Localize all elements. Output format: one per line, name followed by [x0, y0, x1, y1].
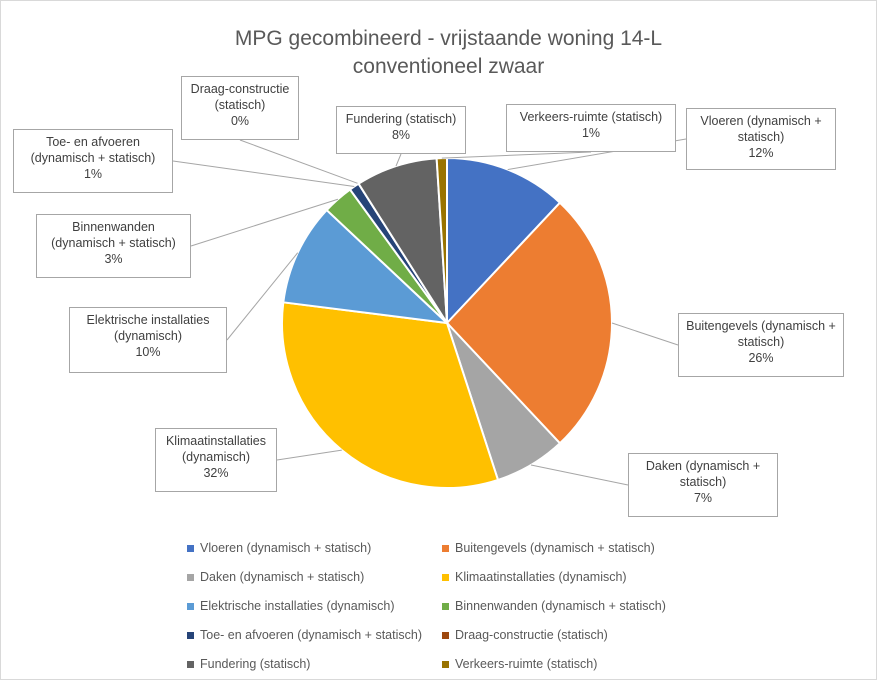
data-label: Draag-constructie (statisch) 0%: [181, 76, 299, 140]
data-label: Buitengevels (dynamisch + statisch) 26%: [678, 313, 844, 377]
chart-title: MPG gecombineerd - vrijstaande woning 14…: [234, 27, 663, 78]
legend-label: Vloeren (dynamisch + statisch): [200, 541, 372, 555]
leader-line: [276, 449, 342, 461]
data-label-value: 7%: [693, 491, 713, 505]
data-label-name: Binnenwanden (dynamisch + statisch): [51, 220, 176, 250]
legend-label: Draag-constructie (statisch): [455, 628, 608, 642]
leader-line: [395, 153, 402, 167]
pie-slice: [446, 156, 562, 326]
legend-entry: Draag-constructie (statisch): [442, 628, 608, 642]
legend-label: Toe- en afvoeren (dynamisch + statisch): [200, 628, 422, 642]
data-label-name: Vloeren (dynamisch + statisch): [700, 114, 822, 144]
data-label: Elektrische installaties (dynamisch) 10%: [69, 307, 227, 373]
data-label-name: Fundering (statisch): [345, 112, 457, 126]
legend-entry: Klimaatinstallaties (dynamisch): [442, 570, 627, 584]
legend-label: Buitengevels (dynamisch + statisch): [455, 541, 655, 555]
leader-line: [226, 252, 299, 341]
legend-entry: Verkeers-ruimte (statisch): [442, 657, 597, 671]
data-label-value: 26%: [748, 351, 774, 365]
data-label: Toe- en afvoeren (dynamisch + statisch) 1…: [13, 129, 173, 193]
legend-swatch: [187, 545, 194, 553]
data-label-value: 0%: [230, 114, 250, 128]
data-label-value: 1%: [83, 167, 103, 181]
data-label-value: 3%: [104, 252, 123, 266]
data-label-name: Elektrische installaties (dynamisch): [86, 313, 210, 343]
legend-swatch: [442, 574, 449, 582]
legend-swatch: [187, 603, 194, 611]
legend-swatch: [442, 603, 449, 611]
legend-label: Elektrische installaties (dynamisch): [200, 599, 395, 613]
data-label-value: 12%: [748, 146, 774, 160]
leader-line: [190, 198, 339, 247]
data-label-name: Buitengevels (dynamisch + statisch): [686, 319, 836, 349]
data-label-value: 32%: [203, 466, 229, 480]
legend-entry: Fundering (statisch): [187, 657, 310, 671]
pie-slice: [281, 301, 500, 489]
legend-entry: Toe- en afvoeren (dynamisch + statisch): [187, 628, 422, 642]
data-label: Fundering (statisch) 8%: [336, 106, 466, 154]
legend-swatch: [187, 661, 194, 669]
data-label: Verkeers-ruimte (statisch) 1%: [506, 104, 676, 152]
legend-label: Klimaatinstallaties (dynamisch): [455, 570, 627, 584]
legend-entry: Buitengevels (dynamisch + statisch): [442, 541, 655, 555]
legend-entry: Vloeren (dynamisch + statisch): [187, 541, 371, 555]
legend-entry: Elektrische installaties (dynamisch): [187, 599, 395, 613]
legend-swatch: [187, 632, 194, 640]
legend-swatch: [442, 545, 449, 553]
legend-label: Binnenwanden (dynamisch + statisch): [455, 599, 666, 613]
legend-swatch: [442, 661, 449, 669]
legend-label: Verkeers-ruimte (statisch): [455, 657, 598, 671]
leader-line: [530, 464, 629, 486]
data-label: Binnenwanden (dynamisch + statisch) 3%: [36, 214, 191, 278]
data-label: Daken (dynamisch + statisch) 7%: [628, 453, 778, 517]
data-label-name: Verkeers-ruimte (statisch): [519, 110, 663, 124]
legend-label: Daken (dynamisch + statisch): [200, 570, 365, 584]
leader-line: [441, 151, 592, 159]
leader-line: [172, 160, 355, 188]
leader-line: [239, 139, 359, 185]
data-label-value: 8%: [391, 128, 411, 142]
data-label-value: 1%: [581, 126, 601, 140]
legend-entry: Daken (dynamisch + statisch): [187, 570, 364, 584]
data-label-name: Klimaatinstallaties (dynamisch): [165, 434, 267, 464]
data-label: Vloeren (dynamisch + statisch) 12%: [686, 108, 836, 170]
legend-label: Fundering (statisch): [200, 657, 311, 671]
data-label-value: 10%: [135, 345, 161, 359]
pie-slice: [445, 201, 613, 445]
data-label-name: Toe- en afvoeren (dynamisch + statisch): [30, 135, 156, 165]
legend-entry: Binnenwanden (dynamisch + statisch): [442, 599, 666, 613]
data-label-name: Daken (dynamisch + statisch): [645, 459, 761, 489]
data-label-name: Draag-constructie (statisch): [190, 82, 290, 112]
legend-swatch: [442, 632, 449, 640]
leader-line: [611, 322, 679, 346]
data-label: Klimaatinstallaties (dynamisch) 32%: [155, 428, 277, 492]
legend-swatch: [187, 574, 194, 582]
